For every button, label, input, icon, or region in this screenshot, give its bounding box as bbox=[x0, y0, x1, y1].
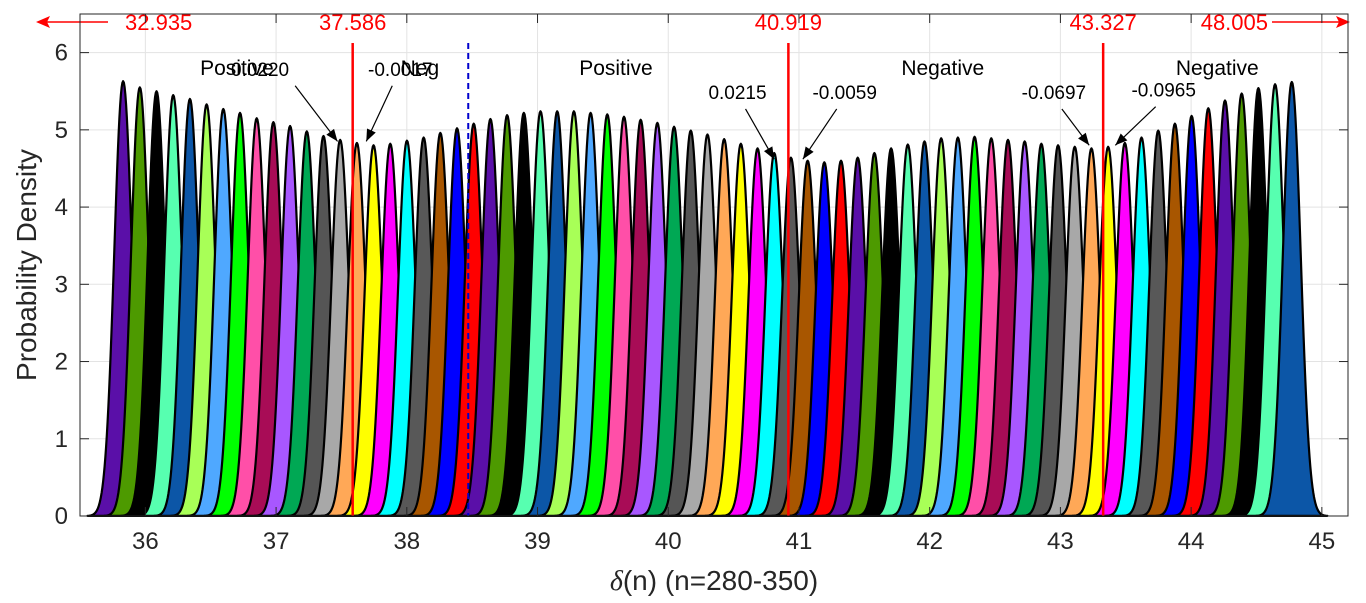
y-tick-label: 1 bbox=[55, 426, 68, 453]
annotation-arrowhead bbox=[1115, 133, 1128, 146]
x-axis-label: δ(n) (n=280-350) bbox=[610, 565, 818, 597]
x-tick-label: 43 bbox=[1047, 528, 1074, 555]
region-label: Neg bbox=[401, 57, 440, 80]
annotations: Positive Neg Positive Negative Negative 0.022… bbox=[200, 57, 1259, 160]
value-annotation: -0.0697 bbox=[1022, 83, 1086, 104]
value-annotation: 0.0220 bbox=[231, 60, 289, 81]
annotation-arrowhead bbox=[326, 128, 338, 142]
x-axis-label-text: (n) (n=280-350) bbox=[623, 565, 818, 596]
x-tick-label: 45 bbox=[1309, 528, 1336, 555]
x-tick-label: 42 bbox=[916, 528, 943, 555]
x-axis-label-symbol: δ bbox=[610, 566, 624, 597]
range-arrow-right-head bbox=[1336, 16, 1350, 28]
value-annotation: -0.0965 bbox=[1131, 81, 1195, 102]
range-arrow-left-head bbox=[36, 16, 50, 28]
plot-frame bbox=[79, 13, 1349, 517]
annotation-arrowhead bbox=[366, 128, 376, 142]
y-tick-label: 6 bbox=[55, 40, 68, 67]
y-tick-label: 5 bbox=[55, 117, 68, 144]
x-tick-label: 41 bbox=[786, 528, 813, 555]
annotation-arrowhead bbox=[1078, 132, 1090, 146]
y-axis-label: Probability Density bbox=[11, 149, 42, 381]
y-tick-label: 2 bbox=[55, 349, 68, 376]
region-label: Negative bbox=[1176, 57, 1259, 80]
value-annotation: -0.0059 bbox=[812, 83, 876, 104]
annotation-arrowhead bbox=[763, 146, 775, 160]
x-tick-label: 44 bbox=[1178, 528, 1205, 555]
region-label: Positive bbox=[200, 57, 274, 80]
value-annotation: 0.0215 bbox=[708, 83, 766, 104]
y-tick-label: 4 bbox=[55, 194, 68, 221]
density-curves bbox=[86, 80, 1329, 517]
y-tick-label: 0 bbox=[55, 503, 68, 530]
x-tick-label: 37 bbox=[263, 528, 290, 555]
x-tick-label: 39 bbox=[524, 528, 551, 555]
x-tick-label: 36 bbox=[132, 528, 159, 555]
x-tick-label: 38 bbox=[393, 528, 420, 555]
x-tick-label: 40 bbox=[655, 528, 682, 555]
density-curve bbox=[1255, 80, 1329, 517]
value-annotation: -0.0017 bbox=[368, 60, 432, 81]
region-label: Negative bbox=[901, 57, 984, 80]
y-tick-label: 3 bbox=[55, 271, 68, 298]
annotation-arrowhead bbox=[802, 146, 814, 160]
region-label: Positive bbox=[579, 57, 653, 80]
